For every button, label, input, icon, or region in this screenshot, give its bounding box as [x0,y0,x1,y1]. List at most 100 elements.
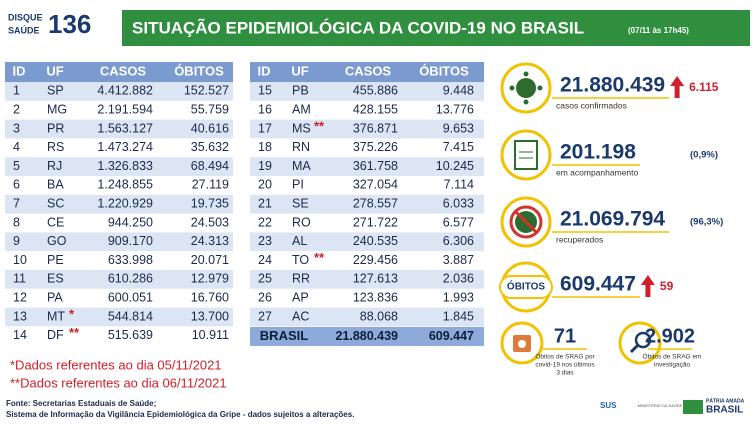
title: SITUAÇÃO EPIDEMIOLÓGICA DA COVID-19 NO B… [132,17,584,37]
cell-id: 23 [258,234,272,248]
up-arrow [670,76,685,98]
footer-motto: PÁTRIA AMADA [706,397,745,404]
column-header: ID [13,63,26,78]
cell-deaths: 2.036 [443,272,474,286]
cell-uf: AL [292,234,307,248]
footnote: **Dados referentes ao dia 06/11/2021 [10,375,227,390]
row-bg [5,119,233,139]
stat-label: em acompanhamento [556,167,638,177]
source: Sistema de Informação da Vigilância Epid… [6,410,354,419]
cell-id: 4 [13,140,20,154]
icon-ring [500,321,544,365]
cell-id: 1 [13,84,20,98]
cell-id: 13 [13,309,27,323]
cell-deaths: 40.616 [191,121,229,135]
logo-text: SAÚDE [8,24,40,35]
cell-uf: RR [292,272,310,286]
cell-id: 11 [13,272,26,286]
stat-share: (96,3%) [690,217,723,228]
cell-deaths: 55.759 [191,102,229,116]
column-header: UF [291,63,308,78]
cell-id: 24 [258,253,272,267]
cell-uf: SP [47,84,64,98]
title-banner [122,10,750,46]
cell-uf: SE [292,196,309,210]
cell-cases: 361.758 [353,159,398,173]
row-bg [250,138,484,158]
column-header: ÓBITOS [419,63,469,78]
cell-deaths: 27.119 [192,178,229,192]
cell-id: 12 [13,290,27,304]
cell-uf: PI [292,178,304,192]
row-bg [250,270,484,289]
cell-cases: 1.248.855 [97,178,153,192]
cell-deaths: 6.306 [443,234,474,248]
total-row-bg [250,327,484,346]
stat-share: (0,9%) [690,150,718,161]
cell-cases: 428.155 [353,102,398,116]
cell-uf: ES [47,272,64,286]
cell-id: 15 [258,84,272,98]
magnifier-icon [629,331,652,354]
cell-cases: 271.722 [353,215,398,229]
cell-cases: 1.473.274 [97,140,153,154]
cell-uf: MA [292,159,311,173]
cell-deaths: 6.577 [443,215,474,229]
cell-uf: AC [292,309,309,323]
recovered-icon [509,205,543,239]
cell-id: 26 [258,290,272,304]
cell-id: 16 [258,102,272,116]
logo-text: DISQUE [8,12,43,22]
icon-ring [618,321,662,365]
up-arrow [640,275,655,297]
cell-uf: RN [292,140,310,154]
badge-text: ÓBITOS [507,280,545,293]
srag-label: covid-19 nos últimos [535,362,595,369]
row-bg [5,82,233,101]
flag-mark [683,400,703,414]
cell-deaths: 35.632 [191,140,229,154]
srag-label: 3 dias [556,370,574,377]
calendar-icon [513,335,531,352]
cell-cases: 909.170 [108,234,153,248]
row-bg [250,157,484,176]
cell-id: 8 [13,215,20,229]
footer-ministry: MINISTÉRIO DA SAÚDE [638,403,683,408]
cell-deaths: 7.114 [444,178,474,192]
srag-label: Óbitos de SRAG em [643,352,702,361]
row-bg [250,119,484,139]
cell-cases: 229.456 [353,253,398,267]
cell-id: 9 [13,234,20,248]
row-bg [250,251,484,270]
row-bg [5,100,233,120]
stat-value: 201.198 [560,141,636,164]
total-label: BRASIL [260,328,308,343]
row-bg [250,232,484,252]
cell-id: 17 [258,121,272,135]
stat-increase: 59 [660,279,674,293]
row-bg [5,176,233,195]
total-deaths: 609.447 [429,329,474,343]
row-bg [250,82,484,101]
timestamp: (07/11 às 17h45) [628,26,689,35]
table-header-bg [250,62,484,82]
srag-value: 71 [554,325,576,347]
icon-ring [500,129,552,181]
cell-cases: 375.226 [353,140,398,154]
cell-deaths: 10.245 [436,159,474,173]
cell-deaths: 9.448 [443,84,474,98]
cell-cases: 127.613 [353,272,398,286]
icon-ring [500,196,552,248]
logo-number: 136 [48,9,91,39]
cell-id: 6 [13,178,20,192]
column-header: CASOS [345,63,392,78]
cell-uf: RJ [47,159,62,173]
cell-cases: 123.836 [353,290,398,304]
cell-uf: BA [47,178,64,192]
cell-cases: 1.326.833 [97,159,153,173]
cell-deaths: 68.494 [191,159,229,173]
cell-cases: 376.871 [353,121,398,135]
cell-id: 22 [258,215,272,229]
cell-cases: 240.535 [353,234,398,248]
virus-icon [509,71,543,105]
